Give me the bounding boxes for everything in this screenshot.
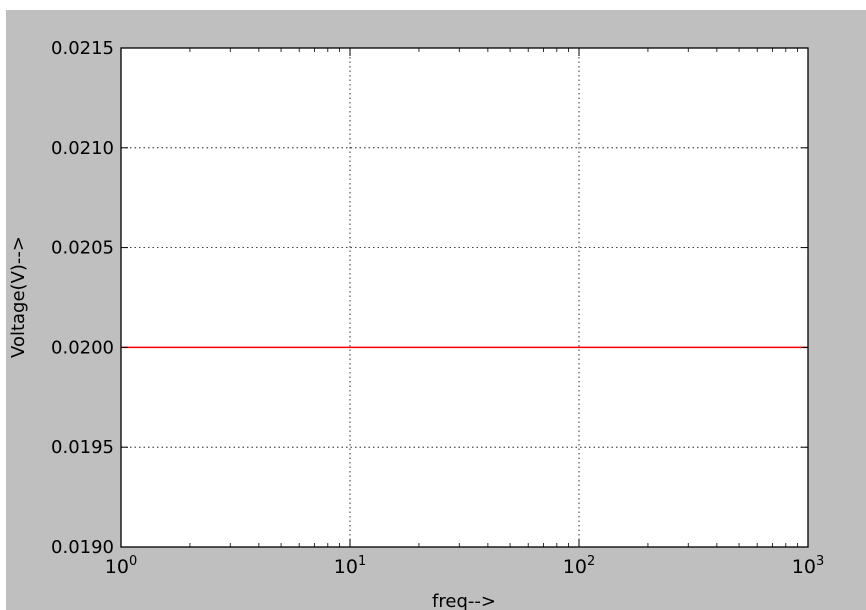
x-tick-base: 10 bbox=[563, 556, 587, 578]
minor-ticks bbox=[189, 48, 798, 547]
y-axis-label: Voltage(V)--> bbox=[8, 236, 29, 358]
x-axis-label: freq--> bbox=[432, 591, 496, 610]
x-tick-exponent: 3 bbox=[816, 554, 824, 569]
major-ticks bbox=[120, 47, 809, 548]
x-tick-label: 100 bbox=[105, 554, 137, 578]
y-tick-label: 0.0210 bbox=[51, 138, 114, 159]
plot-area bbox=[121, 48, 808, 547]
x-tick-exponent: 2 bbox=[587, 554, 595, 569]
y-tick-label: 0.0195 bbox=[51, 437, 114, 458]
y-tick-label: 0.0200 bbox=[51, 337, 114, 358]
x-tick-base: 10 bbox=[792, 556, 816, 578]
x-tick-base: 10 bbox=[334, 556, 358, 578]
x-tick-label: 101 bbox=[334, 554, 366, 578]
x-tick-exponent: 1 bbox=[358, 554, 366, 569]
x-tick-label: 103 bbox=[792, 554, 824, 578]
plot-frame bbox=[120, 47, 809, 548]
y-tick-label: 0.0215 bbox=[51, 38, 114, 59]
x-tick-exponent: 0 bbox=[129, 554, 137, 569]
x-tick-labels: 100 101 102 103 bbox=[105, 554, 824, 578]
x-tick-label: 102 bbox=[563, 554, 595, 578]
x-tick-base: 10 bbox=[105, 556, 129, 578]
y-tick-label: 0.0190 bbox=[51, 537, 114, 558]
y-tick-labels: 0.0190 0.0195 0.0200 0.0205 0.0210 0.0215 bbox=[51, 38, 114, 558]
y-tick-label: 0.0205 bbox=[51, 238, 114, 259]
